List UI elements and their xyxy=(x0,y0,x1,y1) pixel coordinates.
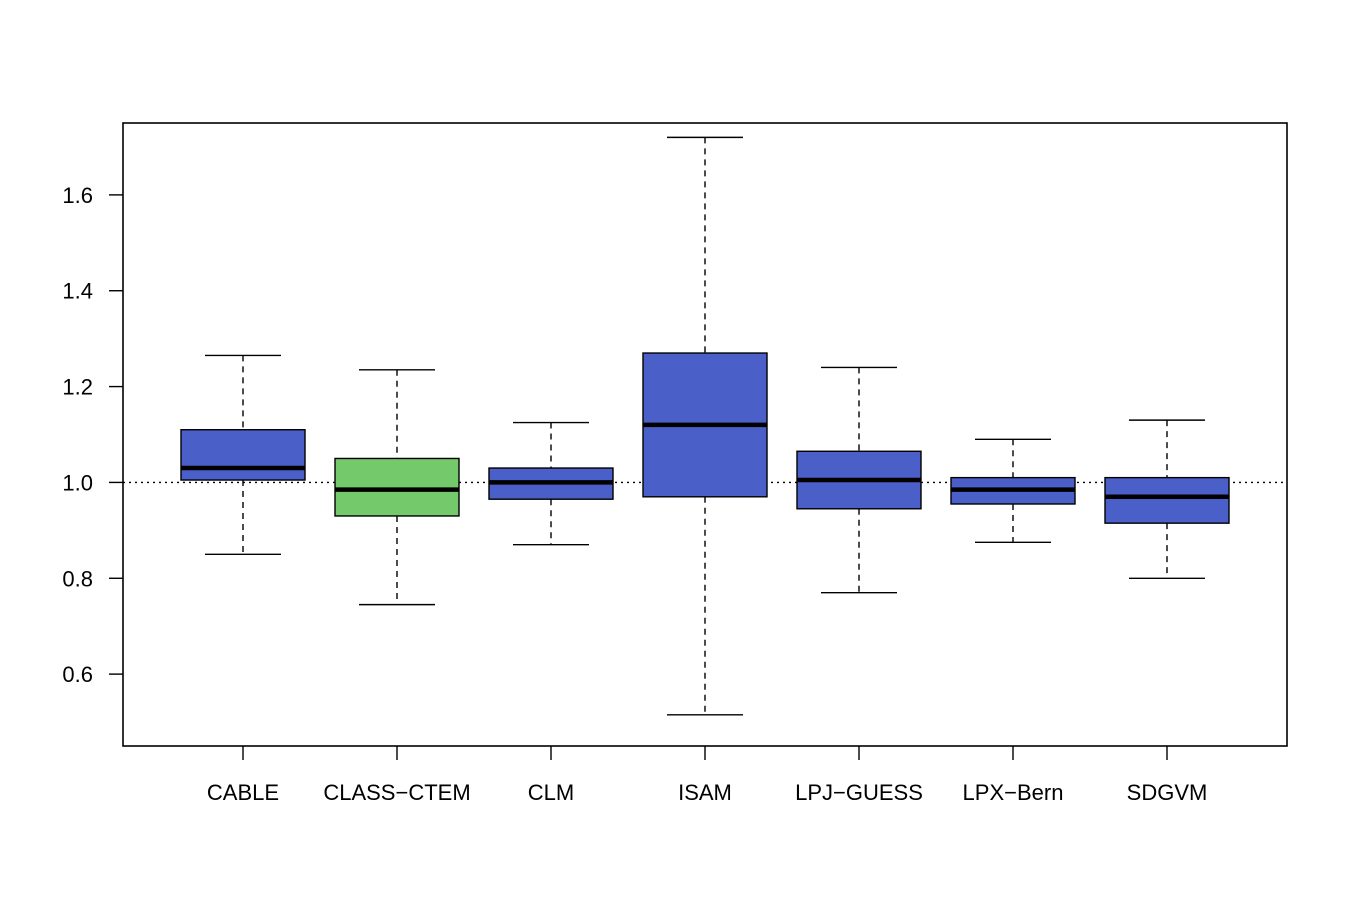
y-tick-label: 1.4 xyxy=(62,279,93,304)
x-tick-label: CABLE xyxy=(207,780,279,805)
x-tick-label: CLM xyxy=(528,780,574,805)
y-tick-label: 1.2 xyxy=(62,375,93,400)
box-4 xyxy=(796,366,922,594)
x-tick-label: CLASS−CTEM xyxy=(323,780,470,805)
y-tick-label: 0.6 xyxy=(62,662,93,687)
x-tick-label: SDGVM xyxy=(1127,780,1208,805)
iqr-box xyxy=(180,429,306,481)
y-tick-label: 0.8 xyxy=(62,566,93,591)
box-1 xyxy=(334,369,460,606)
iqr-box xyxy=(1104,476,1230,524)
box-5 xyxy=(950,438,1076,544)
box-2 xyxy=(488,421,614,546)
plot-area: 0.6 0.8 1.0 1.2 1.4 1.6 CABLE CLASS−CTEM CLM ISAM… xyxy=(62,122,1288,805)
y-tick-label: 1.6 xyxy=(62,183,93,208)
x-tick-label: LPJ−GUESS xyxy=(795,780,923,805)
iqr-box xyxy=(334,457,460,517)
y-tick-label: 1.0 xyxy=(62,470,93,495)
box-0 xyxy=(180,354,306,556)
box-3 xyxy=(642,136,768,716)
x-tick-label: ISAM xyxy=(678,780,732,805)
x-tick-label: LPX−Bern xyxy=(963,780,1064,805)
box-6 xyxy=(1104,419,1230,579)
